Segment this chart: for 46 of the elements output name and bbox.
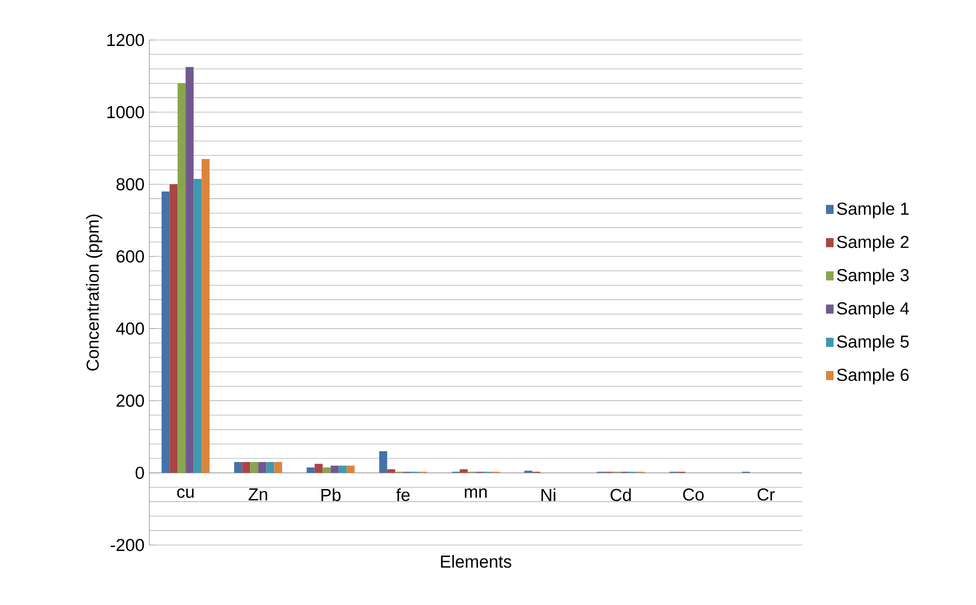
legend-label: Sample 6 (837, 368, 909, 384)
bar (250, 462, 258, 473)
bar (338, 466, 347, 473)
bar (194, 178, 202, 473)
x-tick-label: mn (464, 488, 487, 498)
legend-label: Sample 5 (837, 335, 909, 352)
legend-label: Sample 1 (837, 202, 909, 218)
x-tick-label: cu (177, 488, 194, 498)
y-tick-label: 800 (116, 178, 144, 190)
bar (170, 184, 178, 473)
bar (322, 467, 331, 473)
bar (346, 466, 355, 473)
bar (379, 451, 388, 473)
legend-label: Sample 4 (837, 302, 909, 318)
bar (387, 469, 396, 473)
x-tick-label: Zn (248, 488, 268, 500)
x-axis-title: Elements (441, 555, 512, 568)
y-tick-label: 600 (116, 250, 144, 263)
bar (186, 67, 194, 473)
bar (178, 83, 186, 473)
bar (330, 466, 339, 473)
bar (202, 159, 210, 473)
y-tick-label: -200 (110, 538, 144, 552)
y-axis-title: Concentration (ppm) (86, 214, 102, 371)
bar (234, 462, 242, 473)
bar (306, 467, 315, 473)
bar (460, 469, 468, 473)
y-tick-label: 1000 (107, 106, 144, 118)
x-tick-label: Ni (542, 488, 556, 501)
y-tick-label: 400 (116, 322, 144, 335)
x-tick-label: Pb (321, 488, 341, 502)
x-tick-label: fe (396, 488, 410, 502)
x-tick-label: Cd (610, 488, 631, 502)
bar (258, 462, 266, 473)
x-tick-label: Cr (758, 488, 775, 501)
bar (242, 462, 250, 473)
y-tick-label: 200 (116, 394, 144, 407)
y-tick-label: 1200 (107, 34, 144, 46)
legend-label: Sample 2 (837, 235, 909, 252)
bar (314, 464, 323, 473)
y-tick-label: 0 (136, 466, 144, 479)
legend-label: Sample 3 (837, 268, 909, 285)
bar (266, 462, 274, 473)
x-tick-label: Co (683, 488, 704, 501)
bar (274, 462, 282, 473)
bar (162, 191, 170, 473)
